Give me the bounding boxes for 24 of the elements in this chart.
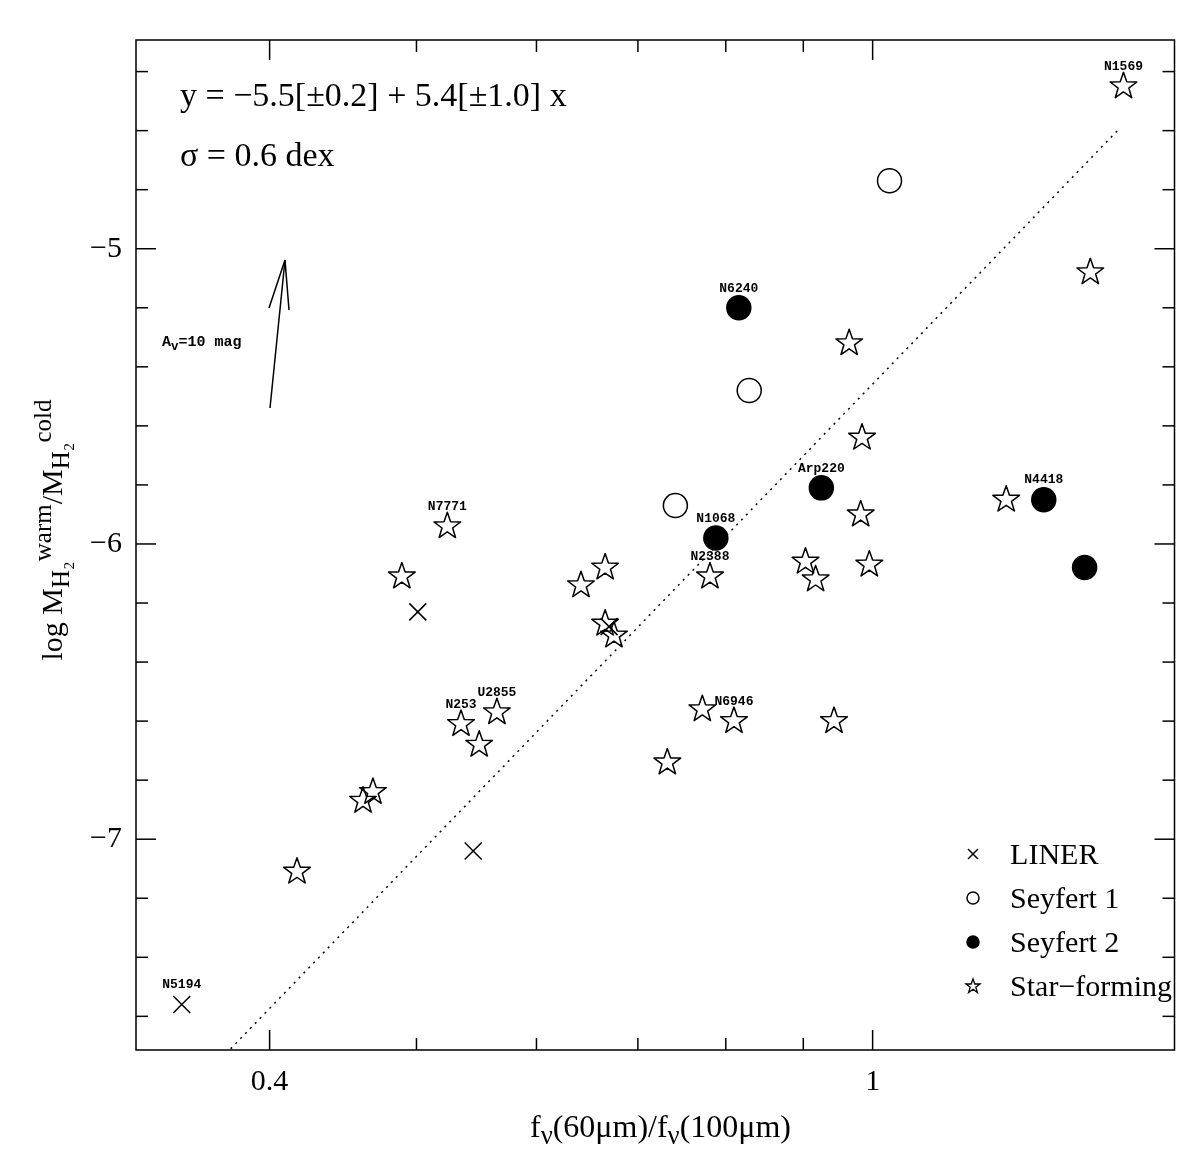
annotation: N6946 — [714, 693, 754, 709]
legend-label: Star−forming — [1010, 968, 1172, 1004]
y-tick-label: −7 — [90, 820, 122, 854]
annotation: Arp220 — [797, 460, 845, 476]
annotation: A$_{v}$=10 mag — [162, 334, 242, 354]
annotation: N6240 — [719, 280, 759, 296]
y-tick-label: −6 — [90, 524, 122, 558]
annotation: N5194 — [162, 977, 202, 993]
x-tick-label: 0.4 — [250, 1062, 289, 1096]
annotation: U2855 — [477, 685, 517, 701]
x-axis-title: f$_{ν}$(60μm)/f$_{ν}$(100μm) — [528, 1108, 792, 1152]
annotation: N7771 — [427, 499, 468, 515]
annotation: N253 — [445, 696, 477, 712]
legend-label: LINER — [1010, 836, 1099, 872]
annotation: y = −5.5[±0.2] + 5.4[±1.0] x — [180, 76, 567, 114]
annotation: N2388 — [690, 549, 730, 565]
annotation: N4418 — [1024, 472, 1064, 488]
annotation: N1569 — [1103, 59, 1144, 75]
y-tick-label: −5 — [90, 229, 122, 263]
annotation: N1068 — [696, 510, 736, 526]
annotation: σ = 0.6 dex — [180, 136, 335, 174]
x-tick-label: 1 — [865, 1062, 881, 1096]
legend-label: Seyfert 2 — [1010, 924, 1120, 960]
legend-label: Seyfert 1 — [1010, 880, 1120, 916]
